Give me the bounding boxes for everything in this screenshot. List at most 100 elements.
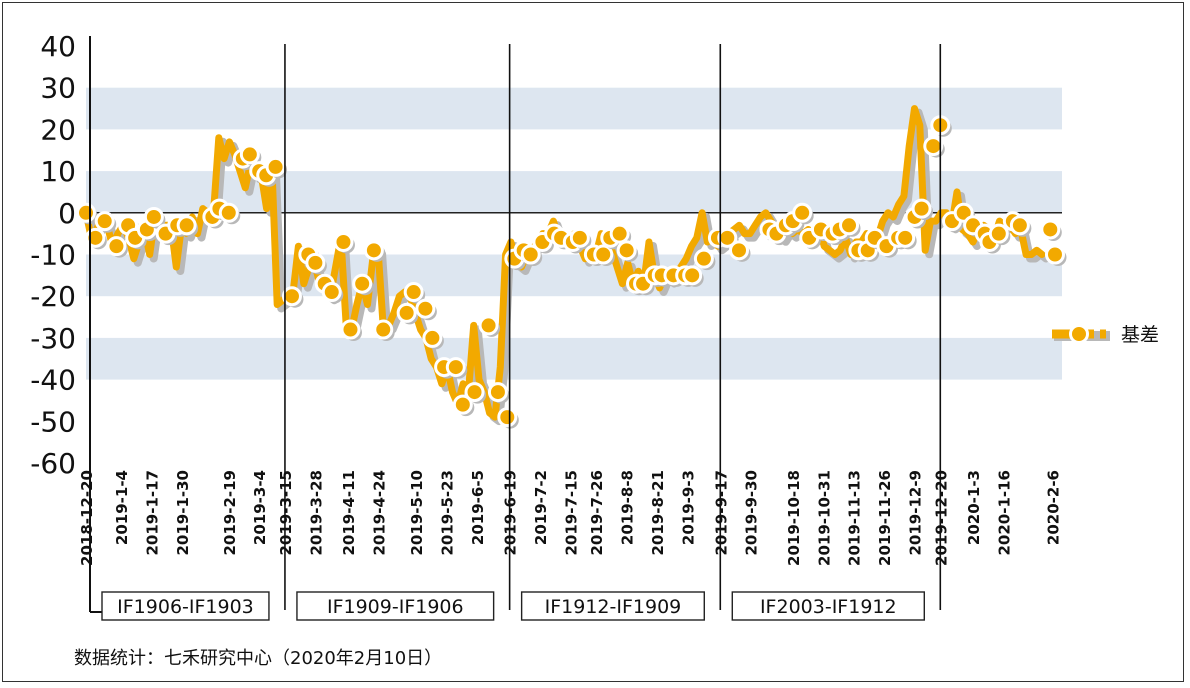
- data-point: [520, 244, 541, 265]
- band: [86, 337, 1062, 380]
- y-tick-label: -50: [30, 405, 76, 438]
- x-tick-label: 2019-8-8: [619, 470, 637, 545]
- data-point: [1044, 244, 1065, 265]
- x-tick-labels: 2018-12-20 2019-1-4 2019-1-17 2019-1-30 2019…: [78, 470, 1063, 566]
- period-label: IF1909-IF1906: [327, 596, 464, 618]
- data-point: [717, 227, 738, 248]
- data-point: [396, 302, 417, 323]
- data-point: [85, 227, 106, 248]
- x-tick-label: 2019-12-20: [932, 470, 950, 566]
- x-tick-label: 2019-10-31: [815, 470, 833, 566]
- data-point: [321, 282, 342, 303]
- data-point: [593, 244, 614, 265]
- data-point: [464, 382, 485, 403]
- x-tick-label: 2019-7-15: [563, 470, 581, 556]
- contract-switch-lines: [284, 44, 942, 610]
- band: [86, 87, 1062, 130]
- x-tick-label: 2019-5-23: [438, 470, 456, 556]
- y-tick-label: 20: [40, 113, 76, 146]
- data-point: [340, 319, 361, 340]
- data-point: [839, 215, 860, 236]
- data-point: [911, 198, 932, 219]
- data-point: [693, 248, 714, 269]
- x-tick-label: 2020-2-6: [1045, 470, 1063, 545]
- data-point: [265, 156, 286, 177]
- data-point: [333, 231, 354, 252]
- data-point: [422, 327, 443, 348]
- x-tick-label: 2020-1-3: [965, 470, 983, 545]
- data-point: [682, 265, 703, 286]
- data-point: [143, 206, 164, 227]
- data-point: [445, 357, 466, 378]
- data-point: [792, 202, 813, 223]
- data-point: [729, 240, 750, 261]
- data-point: [76, 202, 96, 223]
- x-tick-label: 2019-5-10: [408, 470, 426, 556]
- x-tick-label: 2019-1-17: [144, 470, 162, 556]
- data-point: [106, 236, 127, 257]
- axis-layer: [89, 36, 102, 613]
- legend-label: 基差: [1121, 324, 1159, 346]
- x-tick-label: 2019-8-21: [649, 470, 667, 556]
- legend: 基差: [1052, 324, 1159, 346]
- x-tick-label: 2018-12-20: [78, 470, 96, 566]
- y-tick-label: -10: [30, 239, 76, 272]
- x-tick-label: 2019-9-3: [680, 470, 698, 545]
- y-tick-label: 10: [40, 155, 76, 188]
- period-label: IF2003-IF1912: [760, 596, 897, 618]
- data-point: [373, 319, 394, 340]
- data-point: [305, 252, 326, 273]
- period-labels: IF1906-IF1903 IF1909-IF1906 IF1912-IF1909 I…: [101, 591, 925, 621]
- data-point: [218, 202, 239, 223]
- series-marker-layer: [76, 115, 1067, 429]
- x-tick-label: 2019-9-30: [743, 470, 761, 556]
- data-point: [281, 286, 302, 307]
- x-tick-label: 2019-6-5: [469, 470, 487, 545]
- period-label-box: [101, 591, 270, 621]
- period-label: IF1906-IF1903: [117, 596, 254, 618]
- x-tick-label: 2019-3-4: [251, 470, 269, 545]
- x-tick-label: 2019-11-13: [846, 470, 864, 566]
- data-point: [988, 223, 1009, 244]
- x-tick-label: 2019-6-19: [502, 470, 520, 556]
- data-point: [609, 223, 630, 244]
- data-point: [923, 136, 944, 157]
- x-tick-label: 2019-3-28: [307, 470, 325, 556]
- x-tick-label: 2019-7-26: [588, 470, 606, 556]
- x-tick-label: 2019-3-15: [277, 470, 295, 556]
- y-tick-label: -40: [30, 364, 76, 397]
- legend-marker: [1069, 324, 1089, 344]
- data-point: [352, 273, 373, 294]
- data-point: [94, 211, 115, 232]
- y-tick-label: -30: [30, 322, 76, 355]
- period-label-box: [296, 591, 495, 621]
- x-tick-label: 2019-11-26: [876, 470, 894, 566]
- x-tick-label: 2019-7-2: [532, 470, 550, 545]
- period-label: IF1912-IF1909: [545, 596, 682, 618]
- data-point: [497, 407, 518, 428]
- y-tick-label: 30: [40, 72, 76, 105]
- x-tick-label: 2020-1-16: [996, 470, 1014, 556]
- data-point: [478, 315, 499, 336]
- data-point: [487, 382, 508, 403]
- y-tick-label: -60: [30, 447, 76, 480]
- data-point: [403, 282, 424, 303]
- x-tick-label: 2019-4-24: [371, 470, 389, 556]
- data-point: [452, 394, 473, 415]
- data-point: [1009, 215, 1030, 236]
- x-tick-label: 2019-12-9: [907, 470, 925, 556]
- y-tick-label: 0: [58, 197, 76, 230]
- x-tick-label: 2019-4-11: [340, 470, 358, 556]
- data-point: [363, 240, 384, 261]
- data-point: [176, 215, 197, 236]
- period-label-box: [520, 591, 705, 621]
- x-tick-label: 2019-9-17: [712, 470, 730, 556]
- period-label-box: [731, 591, 925, 621]
- y-tick-labels: 40 30 20 10 0 -10 -20 -30 -40 -50 -60: [30, 30, 76, 480]
- data-point: [239, 144, 260, 165]
- x-tick-label: 2019-1-4: [113, 470, 131, 545]
- x-tick-label: 2019-2-19: [221, 470, 239, 556]
- y-tick-label: -20: [30, 280, 76, 313]
